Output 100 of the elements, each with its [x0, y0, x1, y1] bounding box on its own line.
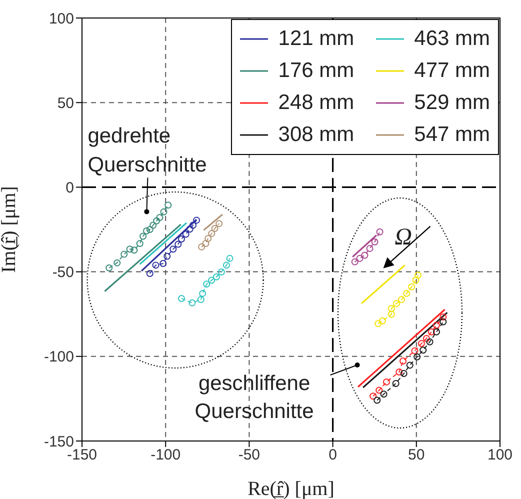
legend-label: 477 mm — [414, 59, 490, 83]
legend-label: 463 mm — [414, 27, 490, 51]
point — [414, 272, 422, 279]
point — [380, 390, 388, 398]
point — [226, 254, 234, 262]
legend-label: 529 mm — [414, 91, 490, 115]
point — [150, 222, 157, 229]
point — [160, 208, 168, 216]
point — [218, 268, 225, 276]
legend-label: 121 mm — [278, 27, 354, 51]
point — [382, 378, 390, 386]
annotation: gedrehte Querschnitte — [88, 124, 207, 177]
point — [426, 338, 434, 346]
y-tick-label: 0 — [66, 180, 74, 197]
point — [193, 216, 200, 224]
point — [188, 299, 196, 306]
point — [376, 228, 384, 236]
point — [408, 283, 416, 290]
legend-label: 547 mm — [414, 123, 490, 147]
point — [376, 386, 383, 394]
point — [398, 296, 406, 304]
x-tick-label: 0 — [328, 446, 337, 464]
point — [396, 368, 403, 376]
point — [403, 290, 410, 297]
point — [197, 296, 204, 304]
point — [153, 217, 160, 224]
point — [170, 246, 177, 253]
x-tick-label: -100 — [150, 446, 181, 464]
annotation: geschliffene Querschnitte — [194, 372, 314, 423]
point — [114, 259, 121, 266]
point — [388, 310, 395, 318]
point — [412, 276, 420, 284]
annotation: Ω — [394, 224, 412, 250]
point — [440, 313, 447, 320]
point — [199, 290, 206, 297]
point — [212, 273, 220, 280]
y-axis-title: Im(r̲̂) [μm] — [0, 186, 20, 273]
point — [190, 222, 197, 229]
point — [370, 392, 377, 400]
point — [420, 346, 427, 354]
point — [378, 317, 386, 324]
point — [106, 264, 113, 272]
point — [164, 252, 171, 260]
point — [182, 230, 190, 238]
point — [156, 214, 164, 221]
point — [216, 220, 223, 228]
point — [178, 235, 185, 242]
point — [164, 202, 172, 209]
y-tick-label: -50 — [52, 264, 74, 282]
point — [211, 224, 218, 232]
point — [440, 318, 447, 326]
y-tick-label: 100 — [48, 10, 74, 28]
point — [366, 244, 374, 252]
point — [120, 250, 128, 258]
point — [361, 252, 368, 259]
point — [198, 243, 206, 250]
point — [160, 260, 167, 268]
point — [411, 347, 418, 354]
point — [202, 240, 210, 248]
point — [392, 380, 400, 387]
point — [178, 295, 185, 302]
point — [186, 226, 194, 233]
legend-label: 308 mm — [278, 123, 354, 147]
point — [351, 258, 358, 266]
point — [374, 396, 381, 404]
point — [406, 362, 414, 369]
point — [432, 328, 440, 336]
point — [152, 262, 160, 269]
y-tick-label: 50 — [57, 94, 74, 112]
point — [222, 262, 230, 269]
x-tick-label: -50 — [238, 446, 260, 464]
point — [146, 226, 154, 233]
point — [418, 340, 425, 348]
point — [371, 238, 378, 246]
point — [203, 280, 210, 288]
point — [204, 234, 212, 242]
point — [356, 254, 364, 262]
point — [428, 328, 435, 336]
legend-label: 248 mm — [278, 91, 354, 115]
x-tick-label: 50 — [408, 446, 425, 464]
point — [414, 353, 421, 360]
point — [400, 357, 407, 364]
point — [393, 300, 400, 307]
point — [388, 305, 395, 312]
point — [146, 270, 154, 277]
point — [432, 322, 440, 329]
y-tick-label: -150 — [44, 433, 74, 450]
point — [400, 370, 408, 377]
legend-label: 176 mm — [278, 59, 354, 83]
point — [126, 246, 134, 253]
point — [143, 227, 150, 234]
point — [208, 276, 216, 284]
point — [130, 246, 138, 254]
y-tick-label: -100 — [44, 348, 74, 366]
point — [422, 334, 430, 342]
point — [174, 240, 182, 248]
point — [140, 232, 147, 240]
point — [136, 240, 144, 248]
point — [208, 230, 216, 238]
x-tick-label: 100 — [487, 446, 513, 464]
